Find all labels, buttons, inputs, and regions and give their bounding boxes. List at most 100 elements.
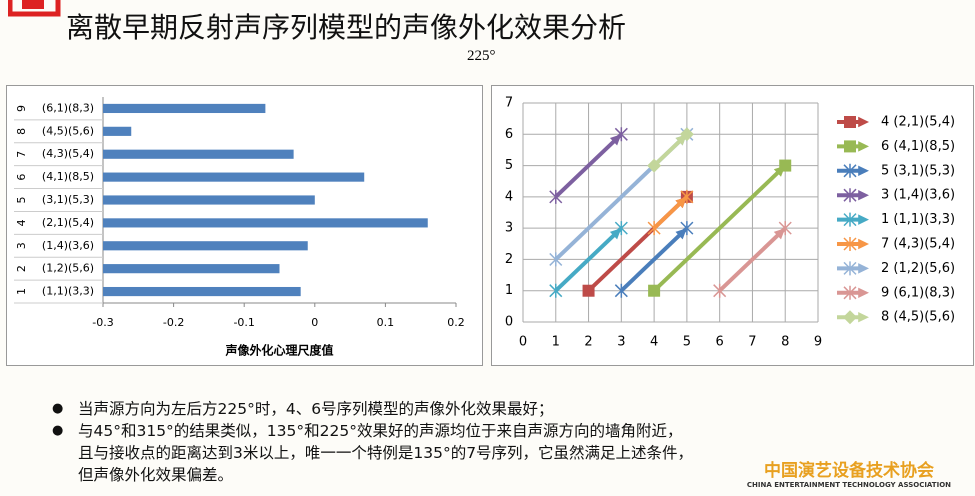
legend-marker: [843, 261, 857, 276]
legend-label: 5 (3,1)(5,3): [881, 163, 955, 178]
legend-label: 2 (1,2)(5,6): [881, 261, 955, 276]
category-number: 1: [15, 288, 28, 295]
category-label: (1,2)(5,6): [42, 262, 94, 275]
point: [549, 252, 563, 267]
category-number: 7: [15, 151, 28, 158]
chart-frame: [491, 85, 974, 366]
x-tick-label: 0: [311, 316, 318, 329]
arrow-head: [858, 311, 869, 323]
legend-label: 3 (1,4)(3,6): [881, 188, 955, 203]
legend-label: 4 (2,1)(5,4): [881, 115, 955, 130]
x-tick-label: 8: [781, 335, 789, 350]
slide-title: 离散早期反射声序列模型的声像外化效果分析: [66, 11, 627, 44]
point: [614, 221, 628, 236]
bullet-line: 当声源方向为左后方225°时，4、6号序列模型的声像外化效果最好；: [78, 400, 554, 418]
category-label: (2,1)(5,4): [42, 216, 94, 229]
legend-label: 6 (4,1)(8,5): [881, 139, 955, 154]
vector-line: [718, 226, 787, 293]
x-tick-label: 6: [716, 335, 724, 350]
x-tick-label: -0.3: [92, 316, 113, 329]
point: [647, 221, 661, 236]
legend-marker: [844, 116, 856, 128]
point: [680, 189, 694, 204]
x-tick-label: 7: [748, 335, 756, 350]
logo: [8, 0, 61, 17]
subtitle: 225°: [467, 48, 496, 64]
x-axis-label: 声像外化心理尺度值: [224, 343, 333, 358]
y-tick-label: 1: [505, 283, 513, 298]
arrow-head: [858, 189, 869, 201]
category-number: 9: [15, 105, 28, 112]
arrow-head: [858, 116, 869, 128]
y-tick-label: 7: [505, 96, 513, 111]
point: [680, 221, 694, 236]
category-label: (1,4)(3,6): [42, 239, 94, 252]
x-tick-label: 4: [650, 335, 658, 350]
point: [778, 221, 792, 236]
y-tick-label: 3: [505, 221, 513, 236]
point: [582, 284, 595, 297]
bullet: 当声源方向为左后方225°时，4、6号序列模型的声像外化效果最好；: [52, 398, 693, 420]
category-number: 6: [15, 174, 28, 181]
category-number: 3: [15, 242, 28, 249]
bar-chart: -0.3 -0.2 -0.1 0 0.1 0.2 (1,1)(3,3) 1 (1,2)(5,6)…: [6, 85, 483, 366]
arrow-head: [858, 263, 869, 274]
legend-marker: [843, 237, 857, 251]
legend-label: 9 (6,1)(8,3): [881, 285, 955, 300]
vector-line: [554, 226, 623, 293]
point: [614, 127, 628, 142]
category-number: 2: [15, 265, 28, 272]
legend-marker: [844, 140, 856, 153]
x-tick-label: -0.1: [233, 316, 254, 329]
bullet-line: 但声像外化效果偏差。: [78, 466, 234, 484]
arrow-head: [858, 287, 869, 299]
vector-chart: 0 1 2 3 4 5 6 7 8 9 0 1 2 3 4 5 6 7 4 (2,1)(5,4) 6 (4,1)(8,…: [491, 85, 974, 366]
arrow-head: [858, 165, 869, 177]
point: [713, 283, 727, 298]
category-label: (3,1)(5,3): [42, 193, 94, 206]
y-tick-label: 0: [505, 315, 513, 330]
x-tick-label: 9: [814, 335, 822, 350]
x-tick-label: -0.2: [163, 316, 184, 329]
category-label: (4,3)(5,4): [42, 147, 94, 160]
bar: [103, 126, 132, 136]
legend-marker: [843, 285, 857, 300]
point: [779, 159, 792, 172]
point: [647, 158, 662, 173]
bullet-line: 且与接收点的距离达到3米以上，唯一一个特例是135°的7号序列，它虽然满足上述条…: [78, 444, 694, 462]
vector-line: [619, 226, 689, 293]
point: [614, 283, 628, 298]
legend-marker: [843, 310, 857, 325]
legend-marker: [843, 188, 857, 203]
point: [648, 284, 661, 297]
bar: [103, 103, 266, 114]
category-number: 8: [15, 128, 28, 135]
point: [549, 189, 563, 204]
y-tick-label: 4: [505, 189, 513, 204]
x-tick-label: 1: [552, 335, 560, 350]
x-tick-label: 3: [617, 335, 625, 350]
legend-marker: [843, 163, 857, 178]
point: [679, 127, 694, 142]
category-label: (1,1)(3,3): [42, 285, 94, 298]
bar: [103, 286, 301, 297]
x-tick-label: 2: [584, 335, 592, 350]
legend-label: 8 (4,5)(5,6): [881, 310, 955, 325]
y-tick-label: 6: [505, 127, 513, 142]
footer-name-en: CHINA ENTERTAINMENT TECHNOLOGY ASSOCIATI…: [746, 481, 951, 489]
footer: 中国演艺设备技术协会 CHINA ENTERTAINMENT TECHNOLOG…: [747, 456, 951, 489]
arrow-head: [858, 238, 869, 250]
y-tick-label: 2: [505, 252, 513, 267]
x-tick-label: 5: [683, 335, 691, 350]
category-label: (6,1)(8,3): [42, 101, 94, 114]
x-tick-label: 0.1: [377, 316, 395, 329]
bar: [103, 241, 308, 251]
x-tick-label: 0: [519, 335, 527, 350]
bar: [103, 264, 280, 274]
legend-label: 1 (1,1)(3,3): [881, 212, 955, 227]
legend-label: 7 (4,3)(5,4): [881, 237, 955, 252]
vector-line: [554, 132, 623, 199]
bullet-list: 当声源方向为左后方225°时，4、6号序列模型的声像外化效果最好； 与45°和31…: [52, 398, 693, 486]
category-label: (4,5)(5,6): [42, 124, 94, 137]
